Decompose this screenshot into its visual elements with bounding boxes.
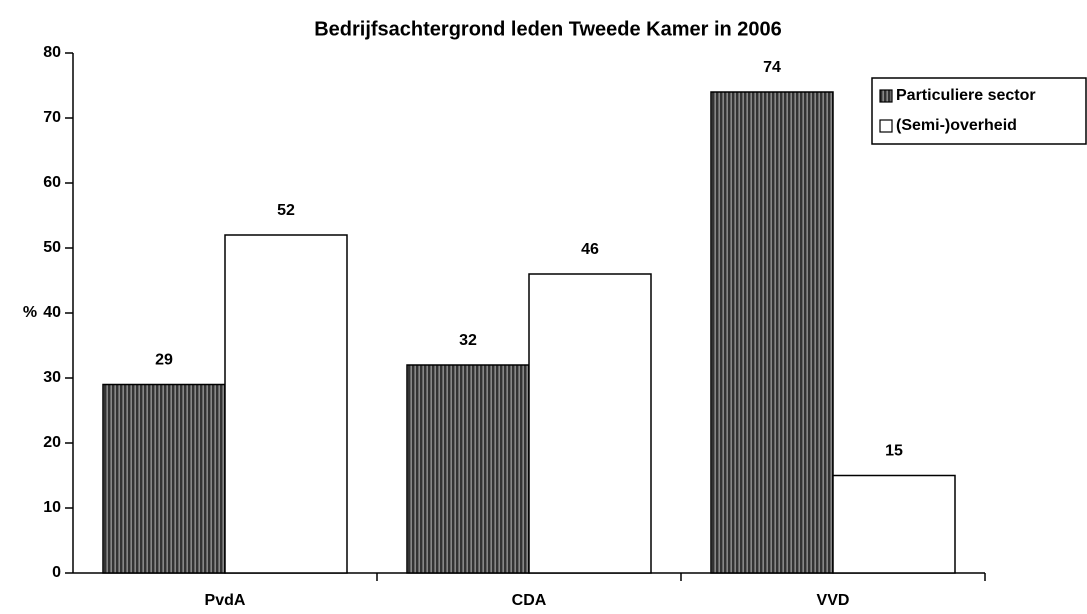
- x-tick-label: CDA: [512, 592, 547, 609]
- chart-title: Bedrijfsachtergrond leden Tweede Kamer i…: [314, 18, 782, 40]
- data-label: 15: [885, 443, 903, 460]
- legend-swatch: [879, 119, 893, 133]
- y-tick-label: 50: [43, 239, 61, 256]
- data-label: 32: [459, 332, 477, 349]
- x-tick-label: VVD: [817, 592, 850, 609]
- bar: [528, 273, 652, 574]
- y-tick-label: 20: [43, 434, 61, 451]
- legend-label: (Semi-)overheid: [896, 117, 1017, 134]
- legend-swatch: [879, 89, 893, 103]
- y-tick-label: 70: [43, 109, 61, 126]
- bar: [832, 474, 956, 574]
- data-label: 46: [581, 241, 599, 258]
- bar: [406, 364, 530, 574]
- data-label: 29: [155, 352, 173, 369]
- y-tick-label: 60: [43, 174, 61, 191]
- data-label: 52: [277, 202, 295, 219]
- data-label: 74: [763, 59, 781, 76]
- legend-box: [871, 77, 1087, 145]
- y-tick-label: 40: [43, 304, 61, 321]
- y-tick-label: 80: [43, 44, 61, 61]
- x-tick-label: PvdA: [205, 592, 246, 609]
- y-tick-label: 10: [43, 499, 61, 516]
- legend-label: Particuliere sector: [896, 87, 1036, 104]
- y-axis-label: %: [23, 304, 37, 321]
- y-tick-label: 30: [43, 369, 61, 386]
- y-tick-label: 0: [52, 564, 61, 581]
- bar: [102, 383, 226, 574]
- bar: [710, 91, 834, 574]
- bar: [224, 234, 348, 574]
